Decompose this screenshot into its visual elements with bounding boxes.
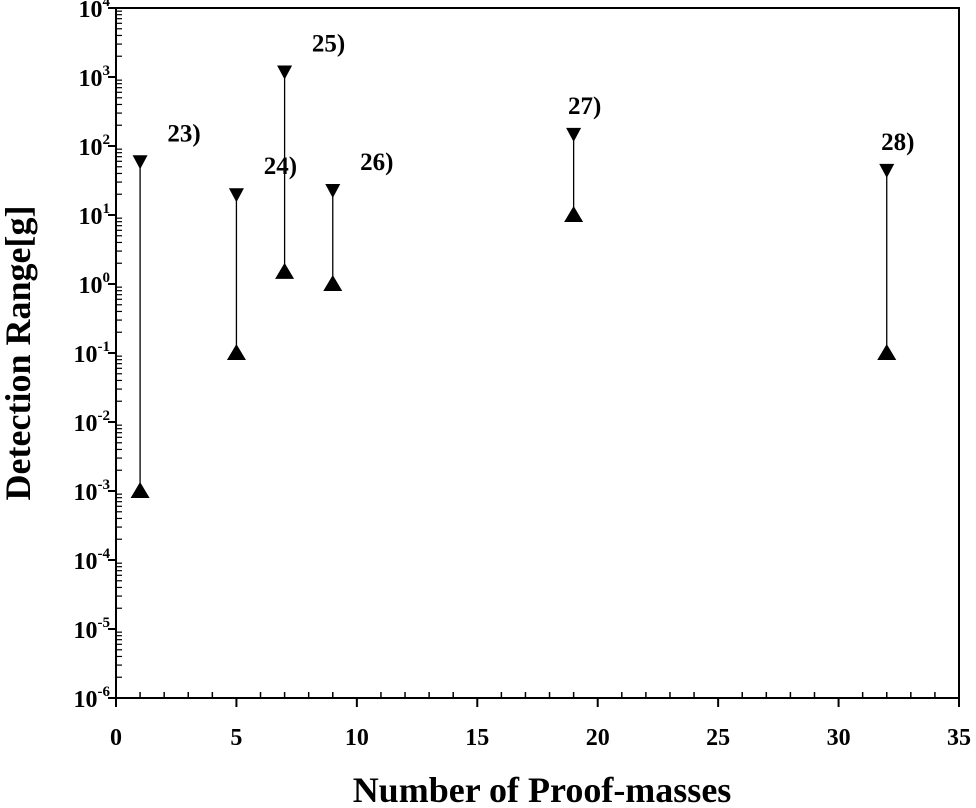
range-item: 24) [226, 153, 297, 360]
y-tick-base: 10 [79, 135, 103, 161]
y-axis-title: Detection Range[g] [0, 206, 38, 501]
y-tick-exponent: -3 [98, 477, 111, 493]
y-tick-base: 10 [79, 66, 103, 92]
y-tick-base: 10 [79, 204, 103, 230]
reference-label: 26) [360, 149, 393, 176]
range-item: 28) [877, 129, 914, 360]
min-triangle-up-marker [877, 344, 897, 360]
y-tick-exponent: -4 [98, 546, 111, 562]
y-tick-base: 10 [79, 0, 103, 23]
max-triangle-down-marker [277, 65, 293, 80]
y-tick-label: 10-6 [74, 684, 111, 713]
reference-label: 27) [568, 93, 601, 120]
reference-label: 28) [881, 129, 914, 156]
y-tick-exponent: -6 [98, 684, 111, 700]
max-triangle-down-marker [325, 184, 341, 199]
x-tick-label: 30 [827, 725, 851, 751]
y-tick-exponent: -5 [98, 615, 111, 631]
y-tick-label: 10-2 [74, 408, 111, 437]
y-tick-base: 10 [74, 687, 98, 713]
x-tick-label: 0 [110, 725, 122, 751]
y-tick-label: 104 [79, 0, 111, 23]
y-tick-base: 10 [74, 342, 98, 368]
x-tick-label: 35 [947, 725, 971, 751]
y-tick-label: 100 [79, 270, 111, 299]
y-tick-base: 10 [74, 618, 98, 644]
y-tick-exponent: -1 [98, 339, 111, 355]
y-tick-exponent: 0 [103, 270, 111, 286]
min-triangle-up-marker [275, 262, 295, 279]
max-triangle-down-marker [879, 163, 895, 178]
x-axis-title: Number of Proof-masses [353, 770, 732, 808]
plot-frame [115, 7, 960, 699]
min-triangle-up-marker [130, 482, 150, 498]
y-tick-base: 10 [74, 549, 98, 575]
min-triangle-up-marker [564, 206, 584, 222]
x-tick-label: 5 [230, 725, 242, 751]
reference-label: 23) [167, 120, 200, 147]
y-tick-base: 10 [79, 273, 103, 299]
y-tick-exponent: 1 [103, 201, 111, 217]
y-tick-label: 10-3 [74, 477, 111, 506]
reference-label: 25) [312, 31, 345, 58]
y-tick-label: 103 [79, 63, 111, 92]
max-triangle-down-marker [566, 127, 582, 142]
y-tick-exponent: 3 [103, 63, 111, 79]
min-triangle-up-marker [226, 344, 246, 360]
axis-ticks [108, 7, 960, 707]
x-tick-labels: 0 5 10 15 20 25 30 35 [110, 725, 971, 751]
range-item: 27) [564, 93, 601, 222]
y-tick-exponent: -2 [98, 408, 111, 424]
range-item: 23) [130, 120, 201, 498]
x-tick-label: 10 [345, 725, 369, 751]
y-tick-exponent: 4 [103, 0, 111, 10]
min-triangle-up-marker [323, 275, 343, 291]
x-tick-label: 15 [465, 725, 489, 751]
y-tick-label: 101 [79, 201, 111, 230]
max-triangle-down-marker [132, 155, 148, 170]
reference-label: 24) [264, 153, 297, 180]
max-triangle-down-marker [228, 188, 244, 203]
y-tick-label: 10-5 [74, 615, 111, 644]
range-series: 23) 24) 25) 26) 27) 28) [130, 31, 914, 498]
range-item: 26) [323, 149, 393, 291]
y-tick-label: 102 [79, 132, 111, 161]
y-tick-label: 10-1 [74, 339, 111, 368]
range-item: 25) [275, 31, 345, 279]
x-tick-label: 25 [706, 725, 730, 751]
y-tick-base: 10 [74, 411, 98, 437]
y-tick-exponent: 2 [103, 132, 111, 148]
x-tick-label: 20 [586, 725, 610, 751]
y-tick-label: 10-4 [74, 546, 111, 575]
y-tick-base: 10 [74, 480, 98, 506]
